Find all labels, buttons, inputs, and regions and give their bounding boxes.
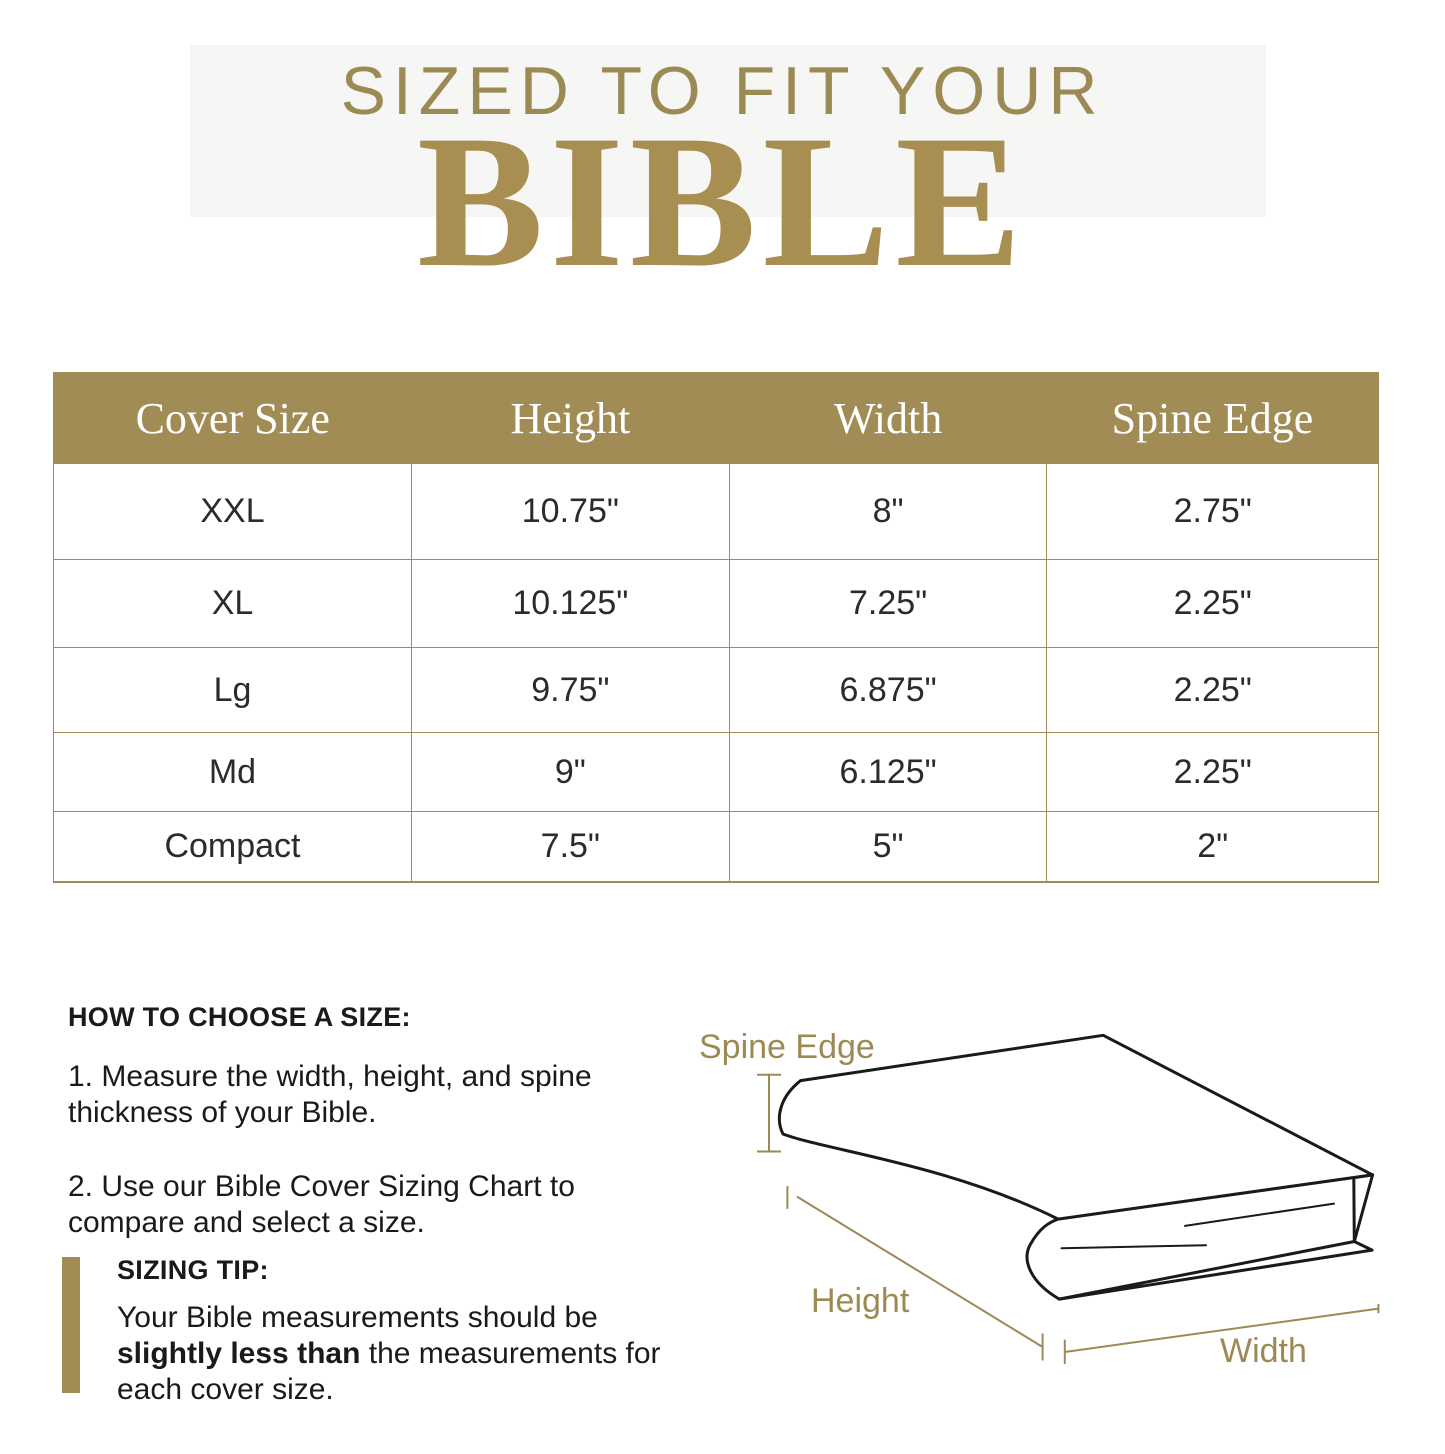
svg-text:Spine Edge: Spine Edge xyxy=(699,1028,875,1066)
svg-text:Height: Height xyxy=(811,1282,910,1320)
svg-text:Width: Width xyxy=(1220,1332,1307,1370)
